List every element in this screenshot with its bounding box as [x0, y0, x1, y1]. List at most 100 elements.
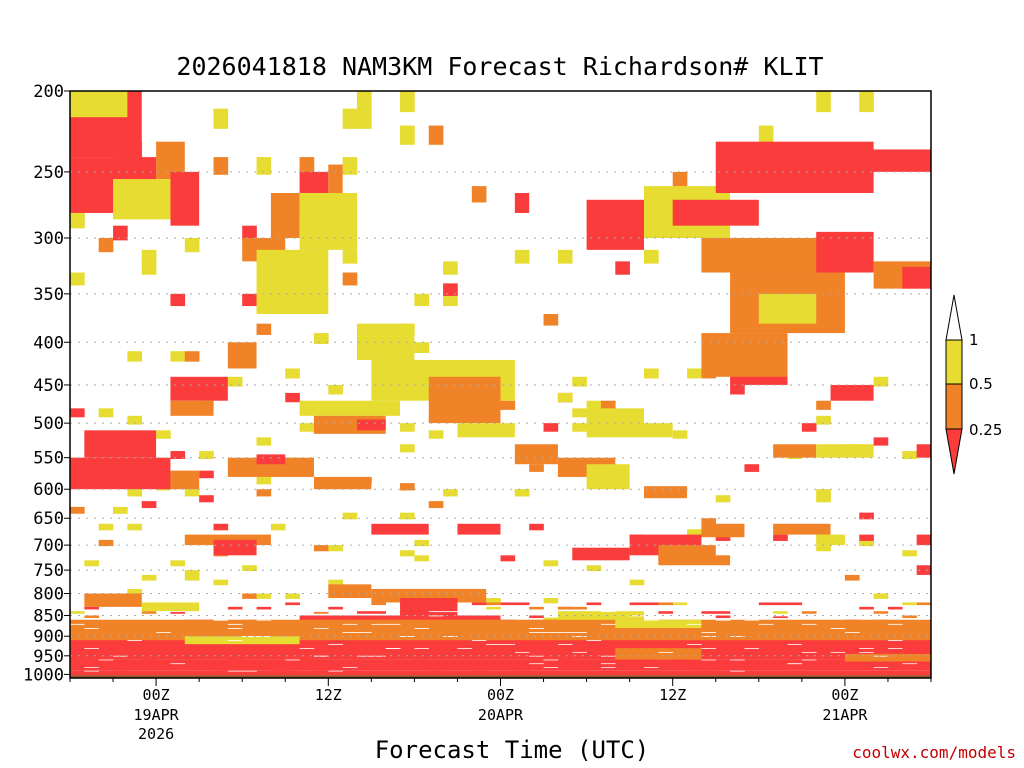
ri-cell	[98, 523, 114, 531]
ri-gap	[127, 640, 143, 642]
chart-title: 2026041818 NAM3KM Forecast Richardson# K…	[176, 52, 823, 81]
ri-cell	[213, 579, 229, 586]
ri-cell	[916, 602, 931, 606]
ri-cell	[701, 333, 788, 377]
y-tick-label: 550	[33, 449, 64, 469]
ri-cell	[658, 555, 731, 566]
ri-cell	[916, 565, 931, 575]
ri-cell	[70, 91, 128, 118]
ri-cell	[557, 392, 573, 403]
ri-cell	[758, 602, 774, 606]
ri-cell	[902, 615, 917, 619]
ri-cell	[328, 384, 343, 395]
ri-cell	[672, 171, 688, 189]
ri-gap	[859, 651, 874, 653]
ri-gap	[543, 659, 559, 661]
ri-cell	[672, 602, 688, 606]
ri-cell	[400, 598, 458, 616]
ri-cell	[328, 164, 343, 200]
ri-cell	[256, 157, 272, 175]
ri-gap	[801, 623, 817, 625]
ri-cell	[773, 602, 788, 606]
ri-cell	[687, 529, 702, 536]
ri-cell	[84, 606, 99, 610]
ri-cell	[299, 193, 357, 250]
ri-gap	[156, 632, 171, 633]
ri-gap	[285, 659, 300, 661]
ri-gap	[801, 659, 817, 661]
ri-cell	[543, 313, 559, 326]
ri-cell	[227, 376, 243, 387]
ri-cell	[213, 539, 257, 556]
ri-cell	[113, 225, 128, 241]
ri-cell	[529, 523, 544, 531]
ri-gap	[787, 663, 803, 665]
ri-gap	[299, 648, 315, 649]
ri-cell	[184, 570, 200, 576]
ri-cell	[586, 464, 630, 490]
y-tick-label: 600	[33, 480, 64, 500]
ri-cell	[644, 249, 659, 264]
ri-gap	[70, 623, 85, 625]
ri-cell	[701, 523, 745, 538]
ri-cell	[256, 437, 272, 446]
ri-cell	[285, 593, 300, 599]
ri-gap	[414, 648, 430, 649]
ri-cell	[328, 579, 343, 586]
ri-gap	[644, 611, 659, 613]
ri-cell	[887, 606, 903, 610]
ri-cell	[141, 249, 157, 264]
ri-cell	[658, 611, 673, 614]
ri-cell	[184, 351, 200, 362]
ri-cell	[486, 598, 501, 604]
ri-gap	[227, 670, 243, 672]
ri-cell	[170, 470, 200, 490]
ri-cell	[342, 108, 358, 129]
ri-gap	[701, 648, 717, 649]
y-tick-label: 700	[33, 536, 64, 556]
ri-cell	[586, 423, 673, 438]
ri-cell	[859, 606, 874, 610]
ri-gap	[256, 619, 272, 621]
ri-cell	[70, 670, 931, 676]
ri-cell	[256, 249, 329, 314]
ri-gap	[500, 644, 516, 645]
ri-gap	[213, 619, 229, 621]
ri-cell	[113, 506, 128, 514]
ri-cell	[256, 323, 272, 335]
ri-gap	[141, 615, 157, 617]
y-tick-label: 1000	[23, 665, 64, 685]
ri-cell	[170, 560, 186, 567]
ri-cell	[400, 483, 415, 491]
x-tick-label: 00Z	[831, 686, 858, 704]
y-axis: 200 250 300 350 400 450 500 550 600 650 700 750 8008…	[23, 82, 70, 685]
ri-cell	[902, 602, 917, 606]
ri-cell	[357, 323, 415, 360]
ri-cell	[70, 611, 85, 614]
ri-cell	[514, 444, 558, 465]
ri-cell	[285, 368, 300, 379]
ri-cell	[715, 534, 731, 541]
ri-gap	[687, 644, 702, 645]
ri-cell	[428, 501, 444, 509]
x-tick-date: 19APR	[134, 706, 180, 724]
ri-cell	[127, 415, 143, 425]
ri-cell	[141, 574, 157, 581]
ri-gap	[84, 670, 99, 672]
ri-gap	[471, 640, 487, 642]
ri-gap	[887, 640, 903, 642]
ri-gap	[600, 623, 616, 625]
ri-cell	[199, 470, 214, 479]
ri-cell	[873, 611, 889, 614]
ri-cell	[629, 602, 645, 606]
ri-cell	[902, 550, 917, 557]
ri-gap	[758, 623, 774, 625]
ri-cell	[84, 593, 142, 607]
ri-cell	[400, 444, 415, 453]
ri-cell	[457, 523, 501, 535]
ri-cell	[199, 495, 214, 503]
ri-cell	[184, 574, 200, 581]
ri-cell	[758, 293, 817, 324]
ri-gap	[371, 623, 386, 625]
ri-cell	[471, 602, 487, 606]
